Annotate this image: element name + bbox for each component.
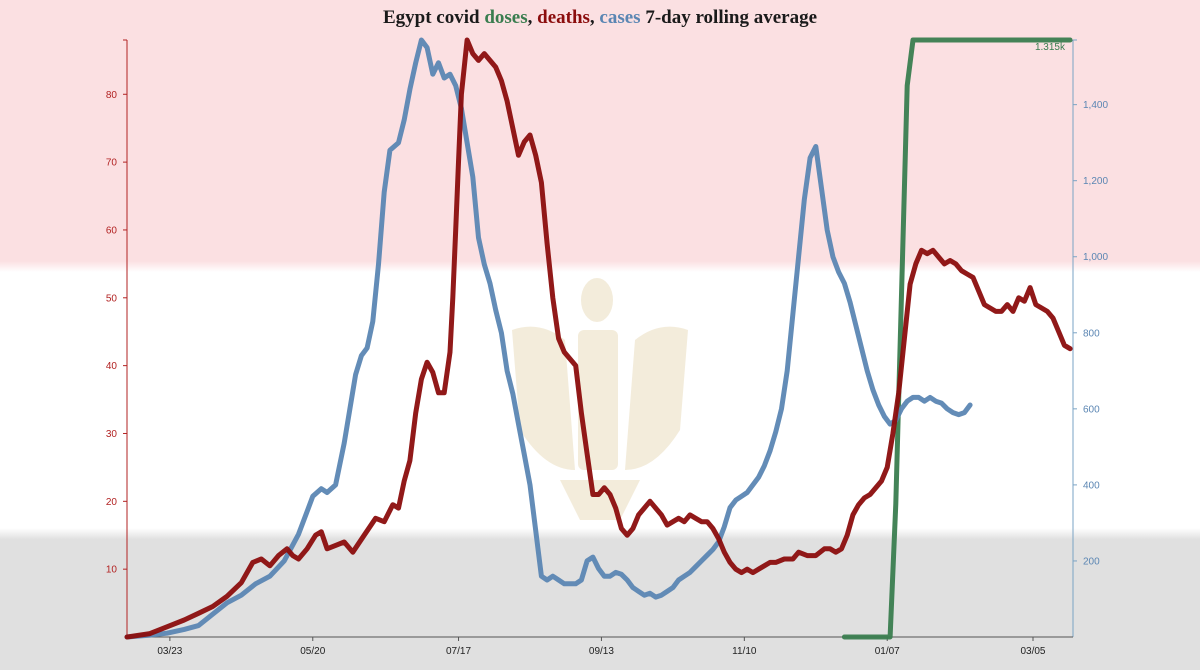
- right-axis-tick-label: 1,000: [1083, 252, 1108, 263]
- left-axis-tick-label: 70: [106, 158, 118, 169]
- title-suffix: 7-day rolling average: [641, 7, 817, 28]
- title-sep-1: ,: [528, 7, 538, 28]
- x-axis-tick-label: 11/10: [732, 646, 757, 657]
- right-axis-tick-label: 800: [1083, 328, 1100, 339]
- x-axis-tick-label: 03/05: [1020, 646, 1045, 657]
- deaths-series-line: [127, 40, 1070, 637]
- title-deaths: deaths: [537, 7, 590, 28]
- title-sep-2: ,: [590, 7, 600, 28]
- x-axis-tick-label: 05/20: [300, 646, 325, 657]
- left-axis-tick-label: 50: [106, 293, 118, 304]
- left-axis-tick-label: 80: [106, 90, 118, 101]
- doses-series-line: [844, 40, 1070, 637]
- right-axis-tick-label: 400: [1083, 480, 1100, 491]
- left-axis-tick-label: 40: [106, 361, 118, 372]
- title-cases: cases: [599, 7, 640, 28]
- left-axis-tick-label: 60: [106, 225, 118, 236]
- right-axis-tick-label: 1,200: [1083, 176, 1108, 187]
- right-axis-tick-label: 200: [1083, 556, 1100, 567]
- doses-max-annotation: 1.315k: [1035, 42, 1066, 53]
- right-axis-tick-label: 1,400: [1083, 100, 1108, 111]
- series-layer: [127, 40, 1070, 637]
- left-axis-tick-label: 30: [106, 429, 118, 440]
- title-doses: doses: [484, 7, 527, 28]
- labels-layer: 10 20 30 40 50 60 70 80 200 400 600 800 1,000 1,200 1,…: [106, 42, 1109, 657]
- x-axis-tick-label: 03/23: [157, 646, 182, 657]
- chart-title: Egypt covid doses, deaths, cases 7-day r…: [0, 7, 1200, 29]
- chart-axes: [123, 40, 1077, 641]
- x-axis-tick-label: 01/07: [875, 646, 900, 657]
- left-axis-tick-label: 20: [106, 497, 118, 508]
- title-prefix: Egypt covid: [383, 7, 484, 28]
- left-axis-tick-label: 10: [106, 565, 118, 576]
- x-axis-tick-label: 09/13: [589, 646, 614, 657]
- right-axis-tick-label: 600: [1083, 404, 1100, 415]
- x-axis-tick-label: 07/17: [446, 646, 471, 657]
